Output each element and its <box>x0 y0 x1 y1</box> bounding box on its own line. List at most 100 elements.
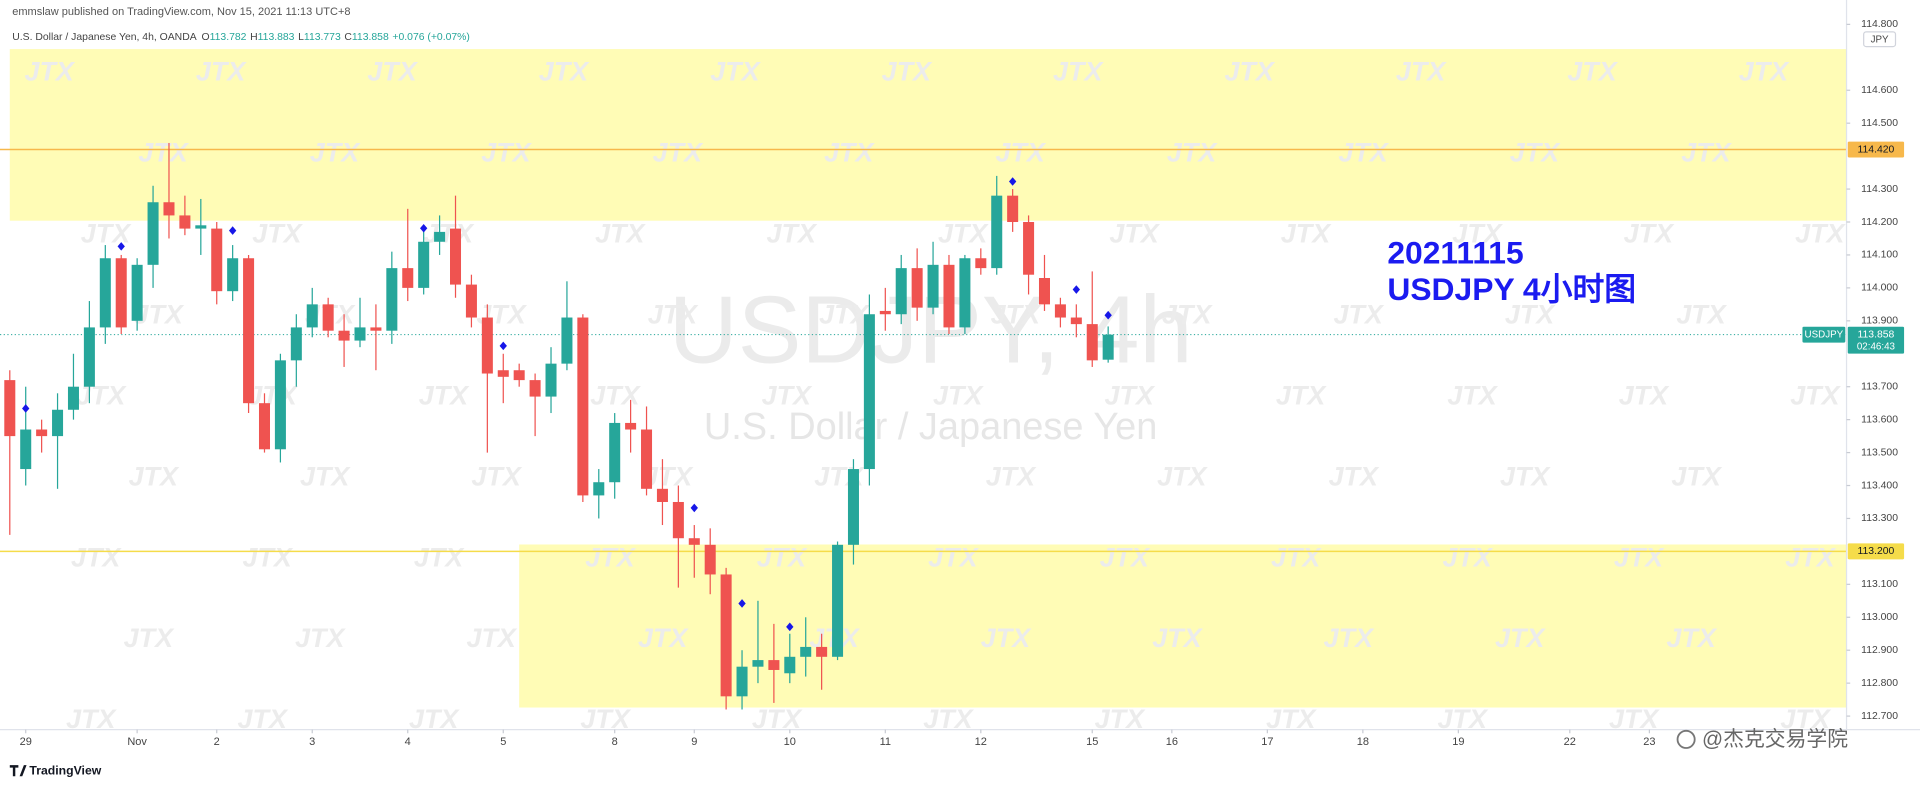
candle-body <box>561 317 573 364</box>
y-tick-label: 113.900 <box>1861 316 1898 327</box>
candle-body <box>386 268 398 331</box>
candle-body <box>704 544 716 575</box>
x-tick-label: 29 <box>20 736 32 748</box>
watermark-tile: JTX <box>1505 299 1556 329</box>
signal-marker <box>786 622 794 632</box>
level-label: 114.420 <box>1858 144 1895 155</box>
y-tick-label: 114.200 <box>1861 217 1898 228</box>
watermark-tile: JTX <box>824 138 875 168</box>
watermark-tile: JTX <box>1667 623 1718 653</box>
candle-body <box>816 646 828 657</box>
watermark-tile: JTX <box>1614 542 1665 572</box>
candle-body <box>258 403 270 450</box>
watermark-tile: JTX <box>1224 57 1275 87</box>
candle-body <box>481 317 493 374</box>
watermark-tile: JTX <box>1152 623 1203 653</box>
watermark-name: U.S. Dollar / Japanese Yen <box>704 406 1157 448</box>
price-axis: JPY 114.800 114.600 114.500 114.300 114.200 1… <box>0 0 1920 748</box>
candle-body <box>800 646 812 657</box>
candle-body <box>927 264 939 308</box>
signal-marker <box>738 599 746 608</box>
signal-marker <box>22 404 30 413</box>
candle-body <box>227 258 239 292</box>
axis-panel <box>1846 0 1920 730</box>
candle-body <box>975 258 987 269</box>
candle-body <box>847 469 859 545</box>
x-tick-label: 17 <box>1261 736 1273 748</box>
x-tick-label: 16 <box>1166 736 1178 748</box>
y-tick-label: 114.500 <box>1861 118 1898 129</box>
ohlc-letter: H <box>250 32 258 43</box>
watermark-tile: JTX <box>648 299 699 329</box>
watermark-tile: JTX <box>1338 138 1389 168</box>
watermark-tile: JTX <box>300 461 351 491</box>
candle-body <box>577 317 589 496</box>
watermark-tile: JTX <box>638 623 689 653</box>
watermark-tile: JTX <box>1790 380 1841 410</box>
watermark-tile: JTX <box>471 461 522 491</box>
candle-body <box>863 314 875 470</box>
ohlc-letter: O <box>202 32 210 43</box>
watermark-tile: JTX <box>1452 219 1503 249</box>
symbol-name: U.S. Dollar / Japanese Yen, 4h, OANDA <box>12 32 196 43</box>
countdown: 02:46:43 <box>1857 342 1896 353</box>
y-tick-label: 112.800 <box>1861 678 1898 689</box>
footer-logo: TradingView <box>29 764 101 778</box>
watermark-tile: JTX <box>590 380 641 410</box>
watermark-tile: JTX <box>1785 542 1836 572</box>
candle-body <box>688 538 700 545</box>
y-tick-label: 113.500 <box>1861 447 1898 458</box>
y-tick-label: 113.100 <box>1861 579 1898 590</box>
watermark-tile: JTX <box>1442 542 1493 572</box>
ohlc-value: 113.858 <box>352 32 389 43</box>
last-price-label: 113.858 <box>1858 329 1895 340</box>
lines <box>0 148 1847 553</box>
change: +0.076 (+0.07%) <box>392 32 469 43</box>
candle-body <box>418 241 430 288</box>
candle-body <box>943 264 955 328</box>
watermark-tile: JTX <box>928 542 979 572</box>
watermark-tile: JTX <box>595 219 646 249</box>
watermark-tile: JTX <box>1162 299 1213 329</box>
candle-body <box>1054 304 1066 318</box>
publisher: emmslaw published on TradingView.com, No… <box>12 6 350 18</box>
x-tick-label: 8 <box>612 736 618 748</box>
watermark-tile: JTX <box>24 57 75 87</box>
x-tick-label: 23 <box>1643 736 1655 748</box>
level-label: 113.200 <box>1858 546 1895 557</box>
ohlc-letter: C <box>344 32 352 43</box>
y-tick-label: 114.000 <box>1861 283 1898 294</box>
ohlc-letter: L <box>298 32 304 43</box>
signal-marker <box>117 242 125 251</box>
y-tick-label: 114.300 <box>1861 184 1898 195</box>
watermark-tile: JTX <box>1676 299 1727 329</box>
watermark-tile: JTX <box>1324 623 1375 653</box>
watermark-tile: JTX <box>539 57 590 87</box>
candle-body <box>1023 222 1035 275</box>
currency-box <box>1863 31 1897 48</box>
x-tick-label: 9 <box>691 736 697 748</box>
watermark-tile: JTX <box>196 57 247 87</box>
candle-body <box>1102 334 1114 360</box>
watermark-tile: JTX <box>367 57 418 87</box>
x-tick-label: 15 <box>1086 736 1098 748</box>
watermark-tile: JTX <box>986 461 1037 491</box>
y-tick-label: 113.400 <box>1861 480 1898 491</box>
watermark-tile: JTX <box>938 219 989 249</box>
candle-body <box>147 202 159 265</box>
watermark-tile: JTX <box>1739 57 1790 87</box>
credit: @杰克交易学院 <box>1702 728 1848 751</box>
candle-body <box>895 268 907 315</box>
watermark-tile: JTX <box>1567 57 1618 87</box>
watermark-tile: JTX <box>1619 380 1670 410</box>
watermark-tile: JTX <box>1271 542 1322 572</box>
annotation-title: USDJPY 4小时图 <box>1387 271 1636 307</box>
signal-marker <box>420 223 428 233</box>
watermark-tile: JTX <box>295 623 346 653</box>
candle-body <box>402 268 414 288</box>
candle-body <box>1086 324 1098 361</box>
candle-body <box>131 264 143 321</box>
watermark-tile: JTX <box>1329 461 1380 491</box>
watermark-tile: JTX <box>1167 138 1218 168</box>
watermark-tile: JTX <box>991 299 1042 329</box>
